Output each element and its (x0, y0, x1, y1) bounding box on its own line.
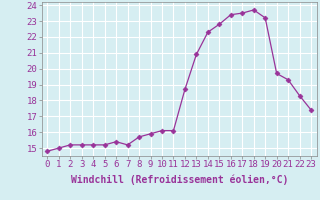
X-axis label: Windchill (Refroidissement éolien,°C): Windchill (Refroidissement éolien,°C) (70, 175, 288, 185)
